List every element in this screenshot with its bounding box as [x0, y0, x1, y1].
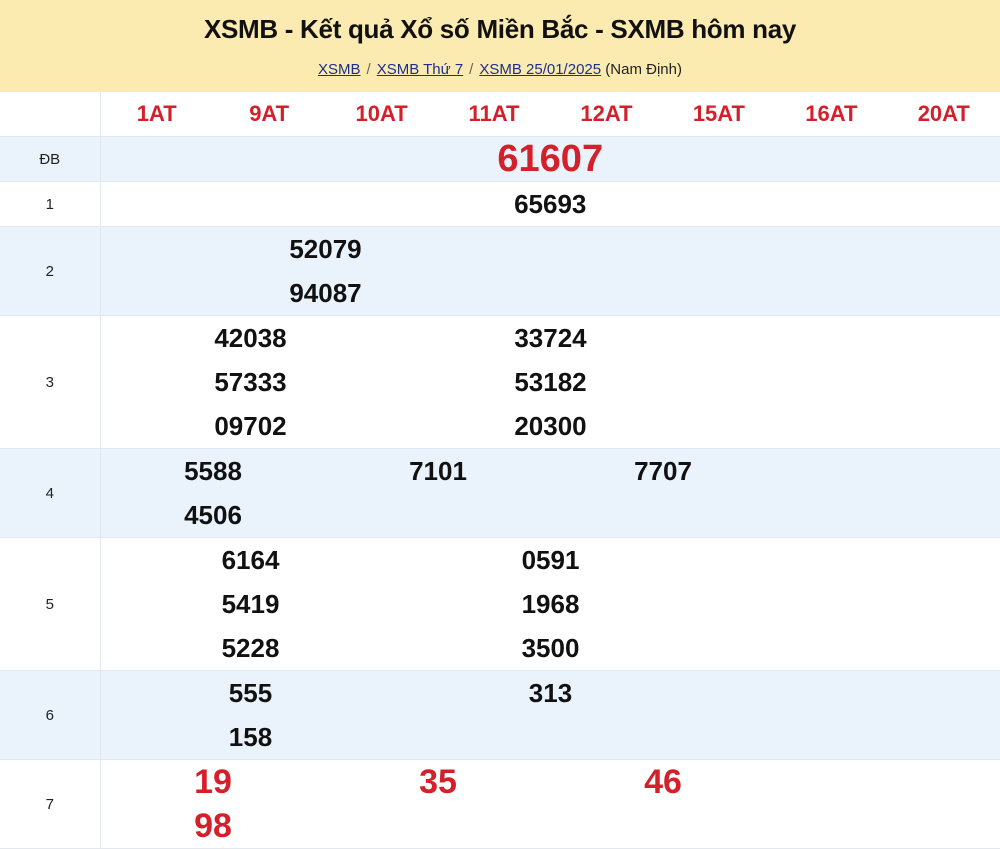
prize-label: 3	[0, 316, 100, 449]
prize-number: 35	[326, 760, 551, 804]
prize-number: 94087	[101, 271, 551, 315]
prize-label: 1	[0, 182, 100, 227]
prize-number: 5419	[101, 582, 401, 626]
prize-number: 20300	[401, 404, 701, 448]
prize-number: 313	[401, 671, 701, 715]
ticket-code: 20AT	[888, 92, 1000, 136]
prize-number: 5228	[101, 626, 401, 670]
ticket-code: 9AT	[213, 92, 325, 136]
empty-cell	[0, 92, 100, 137]
prize-number: 1968	[401, 582, 701, 626]
ticket-code: 16AT	[775, 92, 887, 136]
prize-label: 2	[0, 227, 100, 316]
prize-number: 6164	[101, 538, 401, 582]
prize-number: 98	[101, 804, 326, 848]
province-label: (Nam Định)	[605, 61, 682, 78]
prize-number: 33724	[401, 316, 701, 360]
page-title: XSMB - Kết quả Xổ số Miền Bắc - SXMB hôm…	[0, 14, 1000, 45]
ticket-code: 1AT	[101, 92, 213, 136]
prize-number: 158	[101, 715, 401, 759]
prize-number: 0591	[401, 538, 701, 582]
ticket-code: 12AT	[550, 92, 662, 136]
prize-number: 57333	[101, 360, 401, 404]
prize-number: 3500	[401, 626, 701, 670]
prize-number: 46	[551, 760, 776, 804]
prize-number: 42038	[101, 316, 401, 360]
prize-label: 5	[0, 538, 100, 671]
ticket-code: 15AT	[663, 92, 775, 136]
page-header: XSMB - Kết quả Xổ số Miền Bắc - SXMB hôm…	[0, 0, 1000, 92]
breadcrumb-separator: /	[367, 61, 371, 78]
ticket-code: 10AT	[325, 92, 437, 136]
prize-number: 52079	[101, 227, 551, 271]
prize-label: 6	[0, 671, 100, 760]
prize-number: 19	[101, 760, 326, 804]
prize-number: 61607	[101, 137, 1000, 181]
breadcrumb: XSMB / XSMB Thứ 7 / XSMB 25/01/2025 (Nam Địn…	[0, 61, 1000, 78]
prize-number: 53182	[401, 360, 701, 404]
prize-number: 7101	[326, 449, 551, 493]
prize-number: 09702	[101, 404, 401, 448]
breadcrumb-xsmb-thu7[interactable]: XSMB Thứ 7	[377, 61, 463, 78]
prize-label: 7	[0, 760, 100, 849]
prize-number: 5588	[101, 449, 326, 493]
breadcrumb-xsmb-date[interactable]: XSMB 25/01/2025	[479, 61, 601, 78]
prize-number: 65693	[101, 182, 1000, 226]
prize-number: 7707	[551, 449, 776, 493]
ticket-code: 11AT	[438, 92, 550, 136]
prize-label: ĐB	[0, 137, 100, 182]
breadcrumb-separator: /	[469, 61, 473, 78]
prize-number: 555	[101, 671, 401, 715]
prize-number: 4506	[101, 493, 326, 537]
breadcrumb-xsmb[interactable]: XSMB	[318, 61, 361, 78]
prize-label: 4	[0, 449, 100, 538]
